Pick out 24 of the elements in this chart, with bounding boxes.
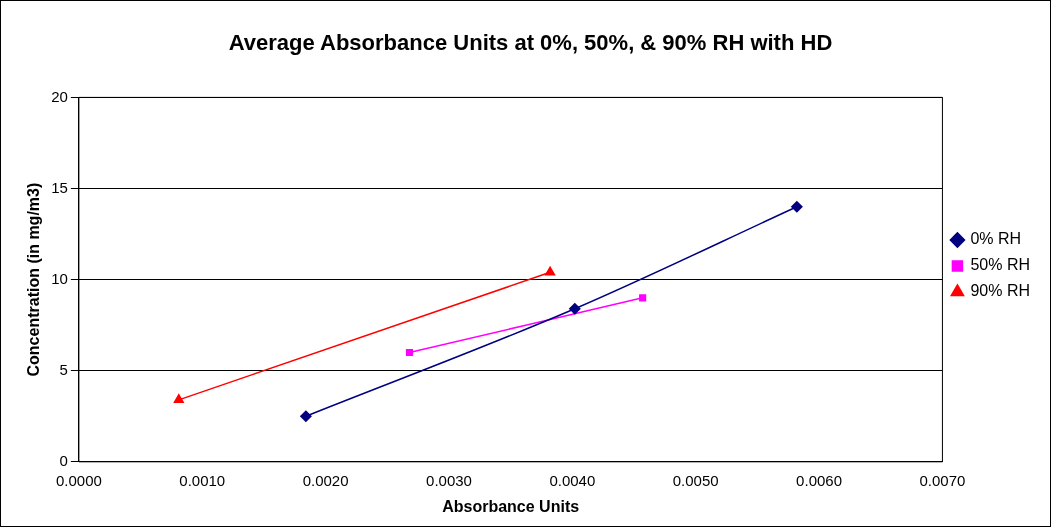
legend-label: 0% RH <box>970 230 1022 248</box>
point <box>639 294 647 302</box>
y-tick-label: 10 <box>51 269 68 287</box>
x-tick-label: 0.0040 <box>549 471 596 489</box>
y-tick-label: 20 <box>51 87 68 105</box>
legend-label: 90% RH <box>970 282 1030 300</box>
chart-title: Average Absorbance Units at 0%, 50%, & 90% RH with HD <box>228 30 833 56</box>
y-axis-title: Concentration (in mg/m3) <box>25 182 43 377</box>
x-tick-label: 0.0000 <box>55 471 102 489</box>
y-tick-label: 15 <box>51 178 68 196</box>
legend-label: 50% RH <box>970 256 1030 274</box>
point <box>300 410 312 422</box>
x-tick-label: 0.0070 <box>919 471 966 489</box>
x-tick-label: 0.0020 <box>302 471 349 489</box>
x-axis-title: Absorbance Units <box>442 497 580 515</box>
point <box>405 348 414 357</box>
point <box>791 200 803 213</box>
x-tick-label: 0.0010 <box>179 471 226 489</box>
point <box>569 303 581 315</box>
x-tick-label: 0.0050 <box>672 471 719 489</box>
y-tick-label: 0 <box>59 451 68 469</box>
y-tick-label: 5 <box>59 360 68 378</box>
x-tick-label: 0.0060 <box>796 471 842 489</box>
x-tick-label: 0.0030 <box>426 471 472 489</box>
